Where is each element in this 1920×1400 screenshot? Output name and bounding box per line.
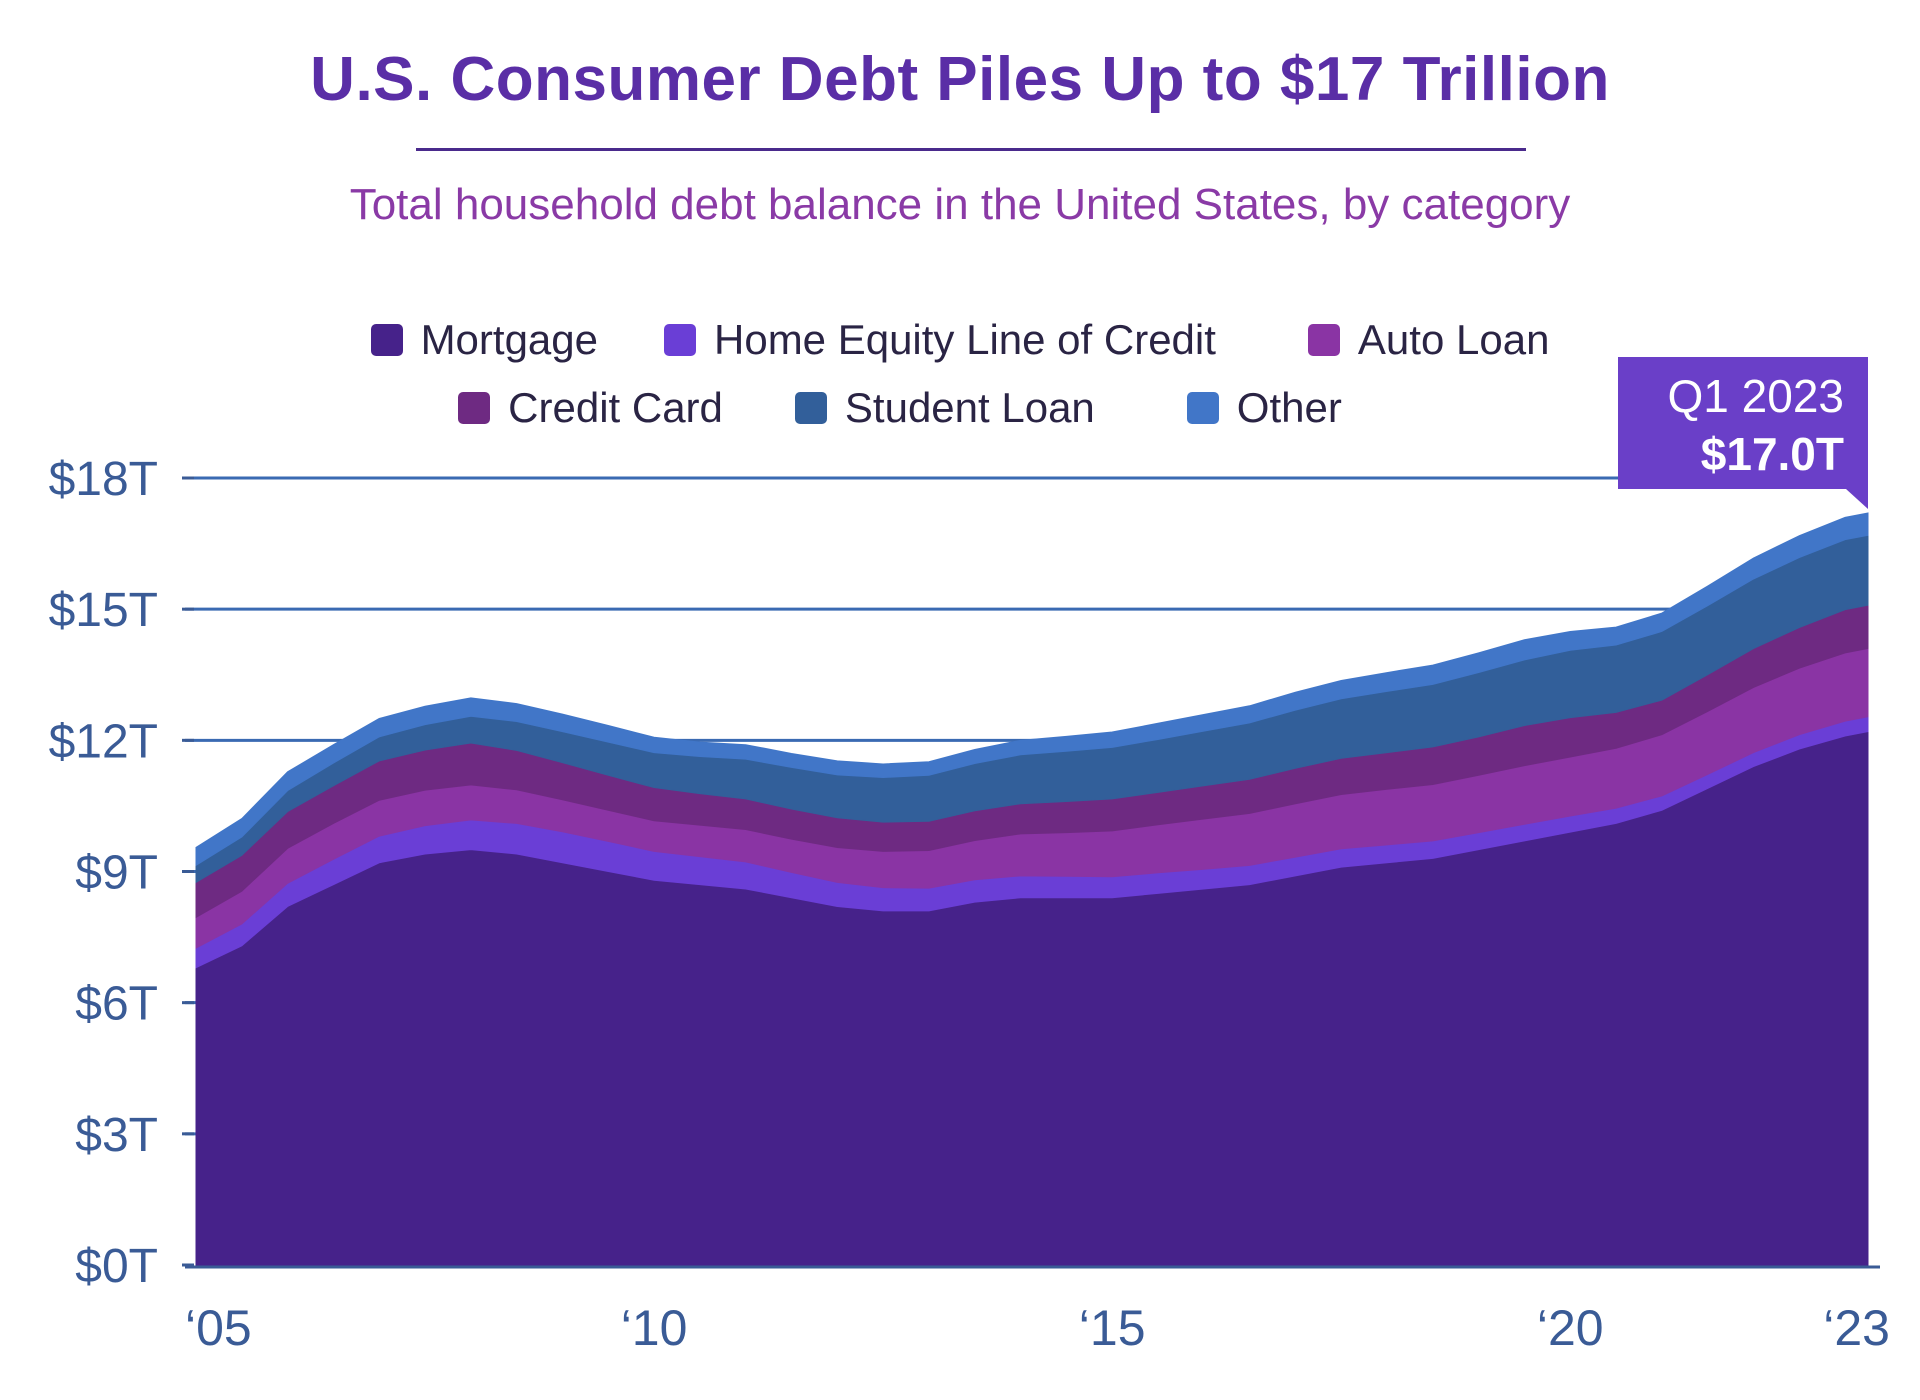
legend-item-auto-loan: Auto Loan <box>1307 316 1550 364</box>
legend-label: Other <box>1236 384 1342 431</box>
legend-item-credit-card: Credit Card <box>458 384 723 432</box>
y-tick-label: $3T <box>75 1109 158 1162</box>
legend-swatch-mortgage <box>370 324 403 356</box>
legend-label: Auto Loan <box>1357 316 1550 363</box>
legend-swatch-auto-loan <box>1307 324 1340 356</box>
area-layer <box>195 512 1869 1266</box>
legend-row-1: Mortgage Home Equity Line of Credit Auto… <box>0 316 1920 364</box>
callout-pointer <box>1846 489 1868 509</box>
legend-label: Home Equity Line of Credit <box>714 316 1216 363</box>
title-divider <box>416 148 1526 151</box>
callout-period: Q1 2023 <box>1667 370 1844 422</box>
y-tick-label: $12T <box>49 715 158 768</box>
axis-layer: $0T $3T $6T $9T $12T $15T $18T ‘05 ‘10 ‘15 ‘20 ‘23 <box>49 453 1890 1356</box>
chart-title: U.S. Consumer Debt Piles Up to $17 Trill… <box>310 45 1610 114</box>
x-tick-label: ‘23 <box>1823 1300 1890 1356</box>
legend-label: Student Loan <box>844 384 1095 431</box>
y-tick-label: $15T <box>49 584 158 637</box>
legend-label: Credit Card <box>508 384 723 431</box>
legend-row-2: Credit Card Student Loan Other <box>0 384 1800 432</box>
y-tick-label: $9T <box>75 847 158 900</box>
legend-swatch-credit-card <box>458 392 491 424</box>
callout-value: $17.0T <box>1700 428 1844 480</box>
legend-swatch-heloc <box>664 324 696 356</box>
legend-swatch-other <box>1186 392 1219 424</box>
y-tick-label: $0T <box>75 1240 158 1293</box>
legend-item-mortgage: Mortgage <box>370 316 598 364</box>
legend-item-student-loan: Student Loan <box>794 384 1095 432</box>
legend: Mortgage Home Equity Line of Credit Auto… <box>0 316 1920 452</box>
y-tick-label: $6T <box>75 978 158 1031</box>
x-tick-label: ‘15 <box>1079 1300 1146 1356</box>
y-tick-label: $18T <box>49 453 158 506</box>
legend-item-other: Other <box>1186 384 1342 432</box>
area-other <box>195 512 1869 867</box>
chart-subtitle: Total household debt balance in the Unit… <box>349 180 1571 229</box>
latest-value-callout: Q1 2023 $17.0T <box>1618 357 1868 509</box>
x-tick-label: ‘05 <box>185 1300 252 1356</box>
legend-swatch-student-loan <box>794 392 827 424</box>
legend-label: Mortgage <box>420 316 598 363</box>
x-tick-label: ‘20 <box>1537 1300 1604 1356</box>
x-tick-label: ‘10 <box>621 1300 688 1356</box>
legend-item-heloc: Home Equity Line of Credit <box>664 316 1216 364</box>
